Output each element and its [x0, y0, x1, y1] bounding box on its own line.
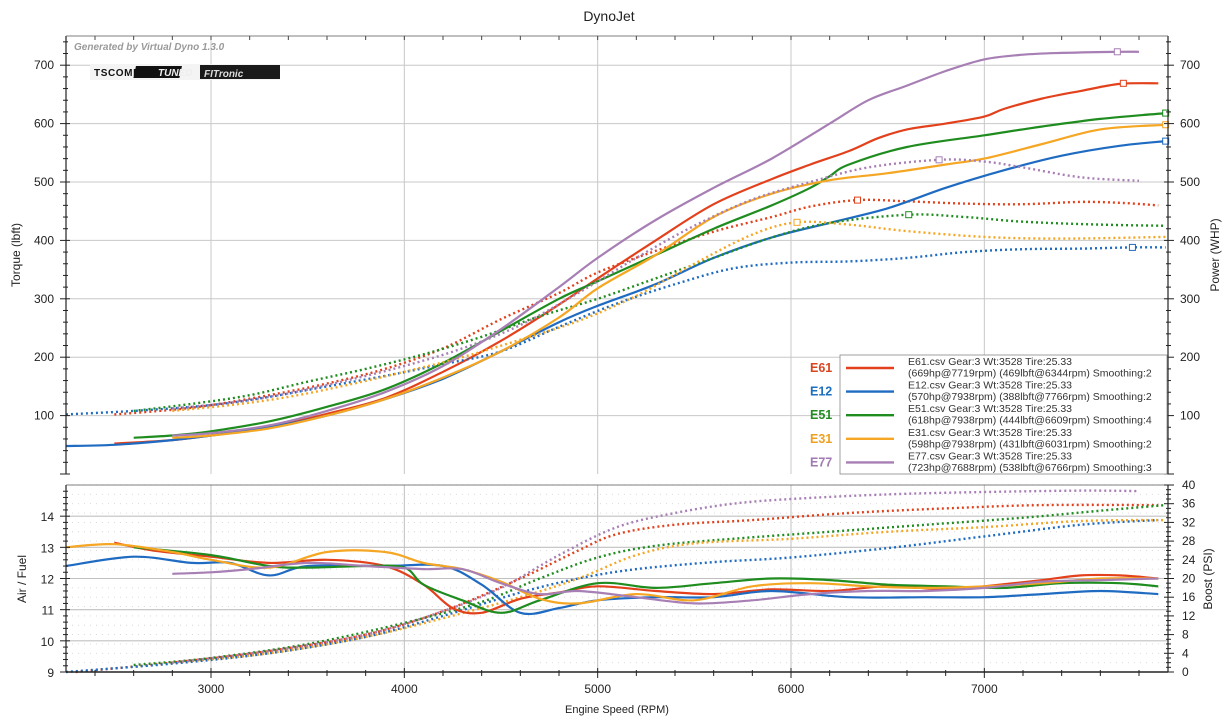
power-line-e77 [172, 50, 1140, 437]
boost-tick-label: 12 [1182, 609, 1196, 623]
boost-tick-label: 20 [1182, 572, 1196, 586]
x-axis-ticks: 3000 4000 5000 6000 7000 [94, 668, 1140, 696]
torque-line-e12 [65, 246, 1166, 416]
peak-power-marker-e77 [1113, 48, 1121, 56]
logo-tuned-badge [133, 66, 182, 78]
power-tick-label: 400 [1180, 233, 1200, 247]
x-axis-label: Engine Speed (RPM) [565, 704, 669, 716]
boost-line-e77 [172, 489, 1140, 664]
legend-line1: E77.csv Gear:3 Wt:3528 Tire:25.33 [908, 450, 1072, 462]
torque-axis-label: Torque (lbft) [9, 223, 23, 287]
power-torque-plot: 100 100 200 200 300 300 400 400 500 500 600 600 700 7… [34, 35, 1200, 475]
peak-power-marker-e12 [1162, 137, 1170, 145]
logo-tscomp: TSCOMP [94, 68, 140, 79]
peak-torque-marker-e61 [854, 196, 862, 204]
afr-line-e31 [65, 542, 1159, 605]
logo-tuned: TUNED [158, 68, 192, 79]
rpm-tick-label: 4000 [391, 682, 418, 696]
legend-series-tag: E51 [810, 408, 832, 422]
afr-tick-label: 13 [41, 541, 55, 555]
boost-tick-label: 32 [1182, 515, 1196, 529]
peak-torque-marker-e31 [793, 218, 801, 226]
afr-tick-label: 14 [41, 510, 55, 524]
boost-tick-label: 8 [1182, 628, 1189, 642]
boost-line-e51 [133, 503, 1166, 667]
logo-fitronic-badge [200, 65, 280, 79]
top-grid [66, 36, 1168, 474]
legend-series-tag: E77 [810, 455, 832, 469]
power-line-e61 [114, 82, 1159, 445]
boost-tick-label: 0 [1182, 665, 1189, 679]
afr-tick-label: 9 [47, 666, 54, 680]
rpm-tick-label: 6000 [778, 682, 805, 696]
bottom-ticks: 9 10 11 12 13 14 0 4 8 12 16 20 24 28 32 36 40 [41, 478, 1196, 680]
peak-torque-marker-e77 [935, 156, 943, 164]
legend-line1: E31.csv Gear:3 Wt:3528 Tire:25.33 [908, 427, 1072, 439]
peak-power-marker-e31 [1162, 121, 1170, 129]
peak-torque-marker-e51 [905, 211, 913, 219]
torque-line-e51 [133, 213, 1166, 413]
boost-tick-label: 36 [1182, 497, 1196, 511]
afr-tick-label: 10 [41, 635, 55, 649]
torque-line-e77 [172, 158, 1140, 410]
legend-line1: E61.csv Gear:3 Wt:3528 Tire:25.33 [908, 356, 1072, 368]
top-ticks: 100 100 200 200 300 300 400 400 500 500 600 600 700 7… [34, 36, 1200, 475]
torque-tick-label: 400 [34, 233, 54, 247]
legend-line1: E12.csv Gear:3 Wt:3528 Tire:25.33 [908, 380, 1072, 392]
afr-line-e77 [172, 561, 1159, 605]
power-line-e31 [172, 123, 1166, 439]
torque-tick-label: 300 [34, 292, 54, 306]
power-tick-label: 200 [1180, 350, 1200, 364]
torque-line-e61 [114, 198, 1159, 416]
power-tick-label: 300 [1180, 292, 1200, 306]
legend-line2: (669hp@7719rpm) (469lbft@6344rpm) Smooth… [908, 368, 1152, 380]
watermark: Generated by Virtual Dyno 1.3.0 [74, 42, 225, 53]
legend-line2: (598hp@7938rpm) (431lbft@6031rpm) Smooth… [908, 438, 1152, 450]
top-series [65, 48, 1170, 448]
afr-boost-plot: 9 10 11 12 13 14 0 4 8 12 16 20 24 28 32 36 40 [41, 478, 1196, 680]
legend: E61 E61.csv Gear:3 Wt:3528 Tire:25.33(669… [810, 354, 1168, 475]
torque-tick-label: 200 [34, 350, 54, 364]
legend-line2: (570hp@7938rpm) (388lbft@7766rpm) Smooth… [908, 391, 1152, 403]
power-axis-label: Power (WHP) [1208, 218, 1222, 291]
power-tick-label: 600 [1180, 117, 1200, 131]
chart-title: DynoJet [583, 8, 634, 24]
torque-tick-label: 100 [34, 409, 54, 423]
rpm-tick-label: 7000 [971, 682, 998, 696]
power-tick-label: 500 [1180, 175, 1200, 189]
legend-series-tag: E31 [810, 432, 832, 446]
boost-axis-label: Boost (PSI) [1201, 548, 1215, 609]
boost-tick-label: 16 [1182, 590, 1196, 604]
legend-line1: E51.csv Gear:3 Wt:3528 Tire:25.33 [908, 403, 1072, 415]
boost-tick-label: 28 [1182, 534, 1196, 548]
legend-line2: (723hp@7688rpm) (538lbft@6766rpm) Smooth… [908, 462, 1152, 474]
legend-box [839, 354, 1168, 475]
boost-tick-label: 24 [1182, 553, 1196, 567]
logo-strip: TSCOMP TUNED FITronic [90, 64, 280, 80]
torque-tick-label: 600 [34, 117, 54, 131]
peak-torque-marker-e12 [1128, 243, 1136, 251]
boost-tick-label: 4 [1182, 646, 1189, 660]
legend-series-tag: E61 [810, 361, 832, 375]
torque-line-e31 [172, 220, 1166, 413]
afr-axis-label: Air / Fuel [15, 555, 29, 603]
power-tick-label: 700 [1180, 58, 1200, 72]
bottom-series [65, 489, 1166, 674]
peak-power-marker-e51 [1162, 109, 1170, 117]
boost-tick-label: 40 [1182, 478, 1196, 492]
rpm-tick-label: 5000 [584, 682, 611, 696]
torque-tick-label: 700 [34, 58, 54, 72]
power-tick-label: 100 [1180, 409, 1200, 423]
legend-line2: (618hp@7938rpm) (444lbft@6609rpm) Smooth… [908, 415, 1152, 427]
torque-tick-label: 500 [34, 175, 54, 189]
boost-line-e31 [172, 518, 1166, 664]
peak-power-marker-e61 [1119, 79, 1127, 87]
boost-line-e12 [65, 518, 1159, 674]
logo-fitronic: FITronic [204, 69, 244, 80]
legend-series-tag: E12 [810, 385, 832, 399]
afr-tick-label: 11 [42, 604, 55, 618]
rpm-tick-label: 3000 [198, 682, 225, 696]
afr-tick-label: 12 [41, 573, 55, 587]
